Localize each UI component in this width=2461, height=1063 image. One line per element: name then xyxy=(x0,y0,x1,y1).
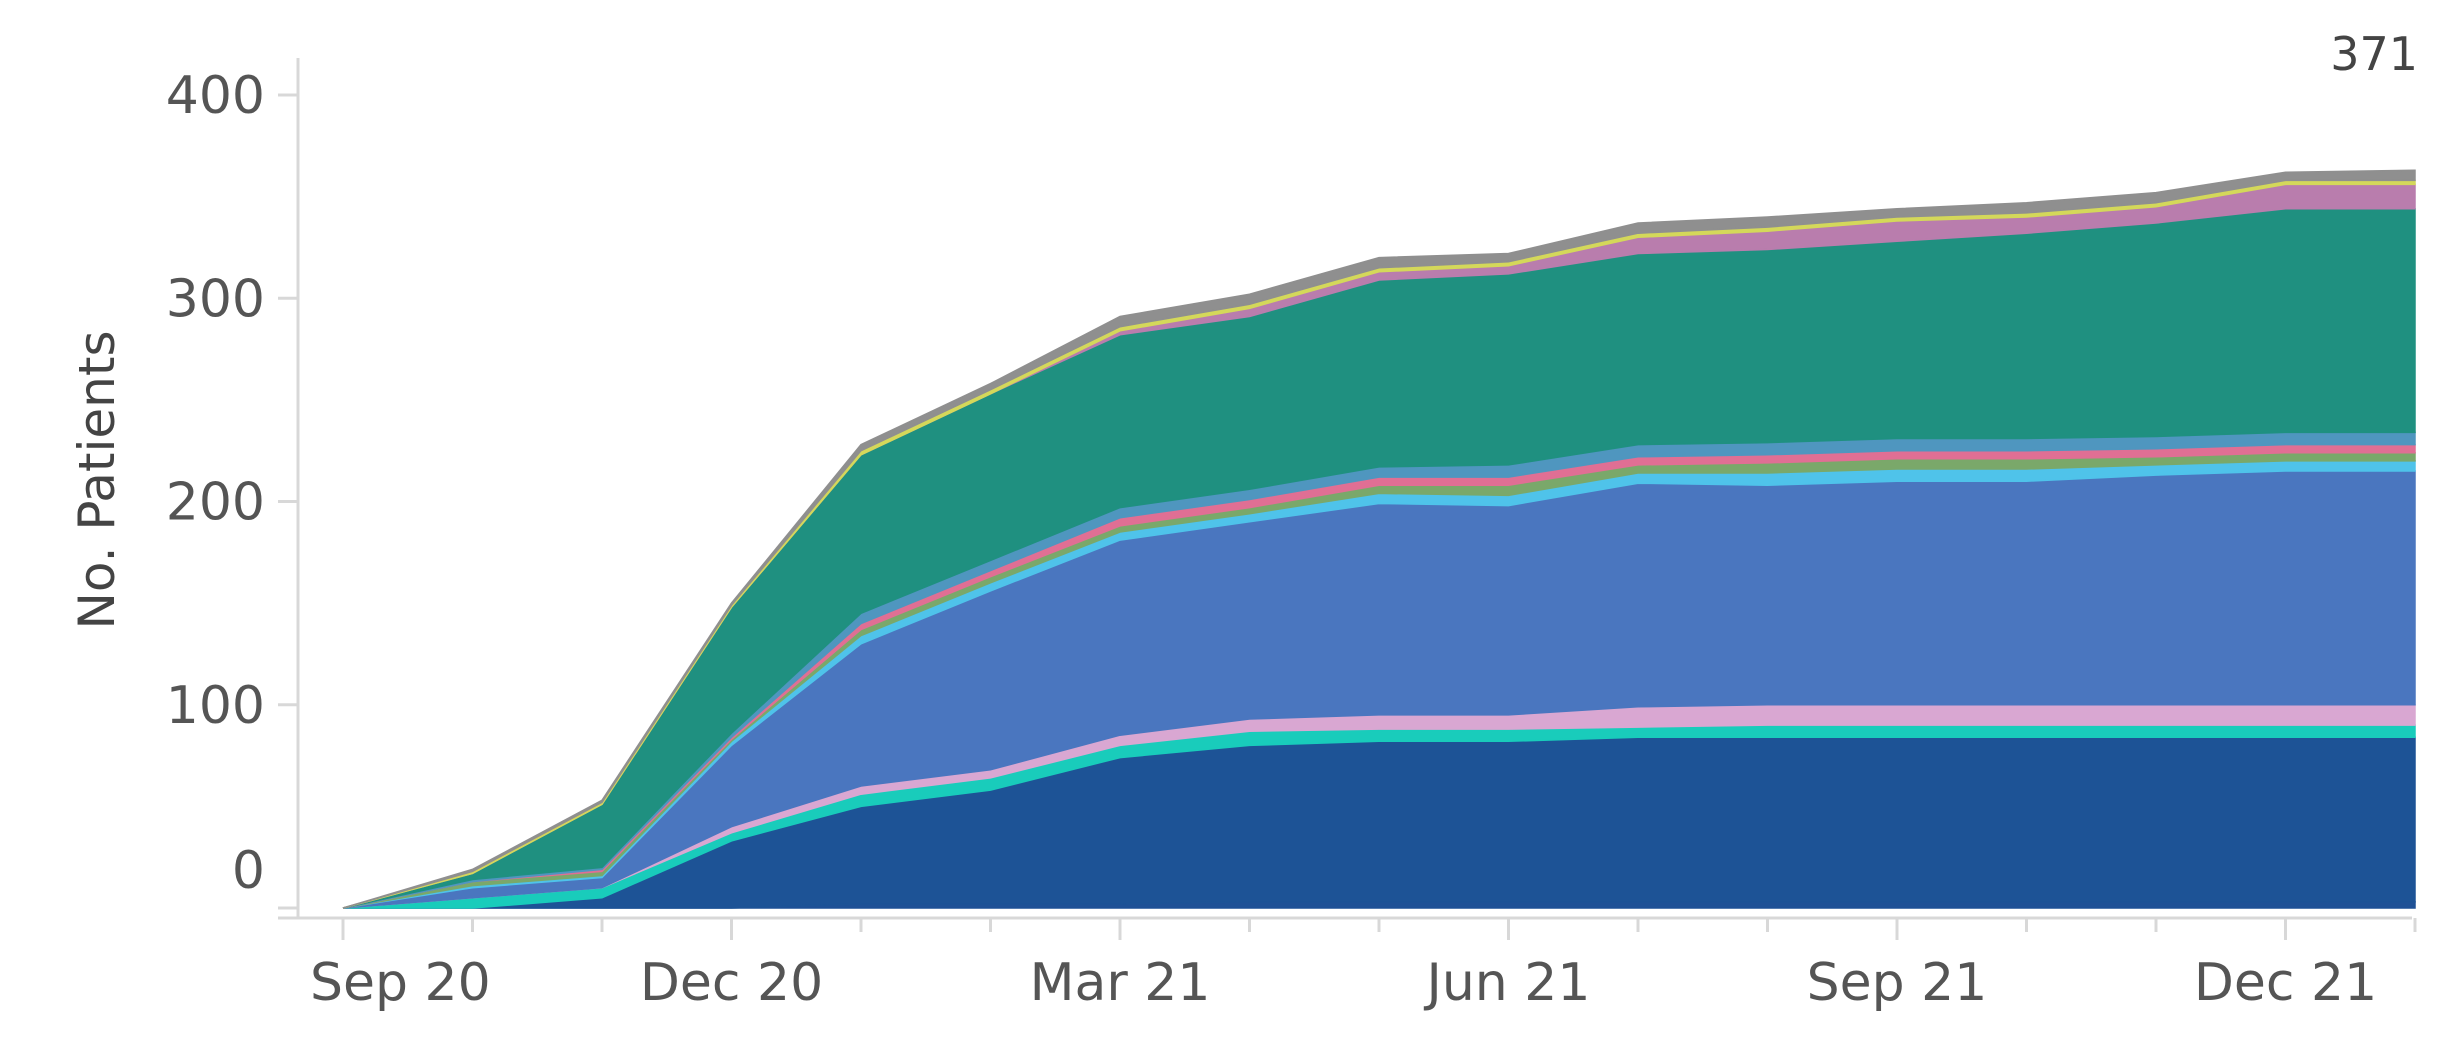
y-axis-ticks: 0 100 200 300 400 xyxy=(166,66,298,910)
y-tick-label: 100 xyxy=(166,676,265,736)
end-total-label: 371 xyxy=(2330,27,2418,81)
axes-layer xyxy=(278,58,2412,920)
area-series-13 xyxy=(342,169,2416,909)
area-series-layer xyxy=(342,169,2416,909)
x-axis-ticks: Sep 20 Dec 20 Mar 21 Jun 21 Sep 21 Dec 21 xyxy=(310,918,2417,1013)
x-tick-label: Sep 21 xyxy=(1807,953,1988,1013)
y-tick-label: 300 xyxy=(166,269,265,329)
y-axis-title: No. Patients xyxy=(68,330,126,629)
y-tick-label: 400 xyxy=(166,66,265,126)
y-tick-label: 200 xyxy=(166,473,265,533)
x-tick-label: Dec 21 xyxy=(2194,953,2377,1013)
x-tick-label: Mar 21 xyxy=(1030,953,1211,1013)
x-tick-label: Dec 20 xyxy=(640,953,823,1013)
x-tick-label: Jun 21 xyxy=(1424,953,1591,1013)
y-tick-label: 0 xyxy=(232,841,265,901)
x-tick-label: Sep 20 xyxy=(310,953,491,1013)
